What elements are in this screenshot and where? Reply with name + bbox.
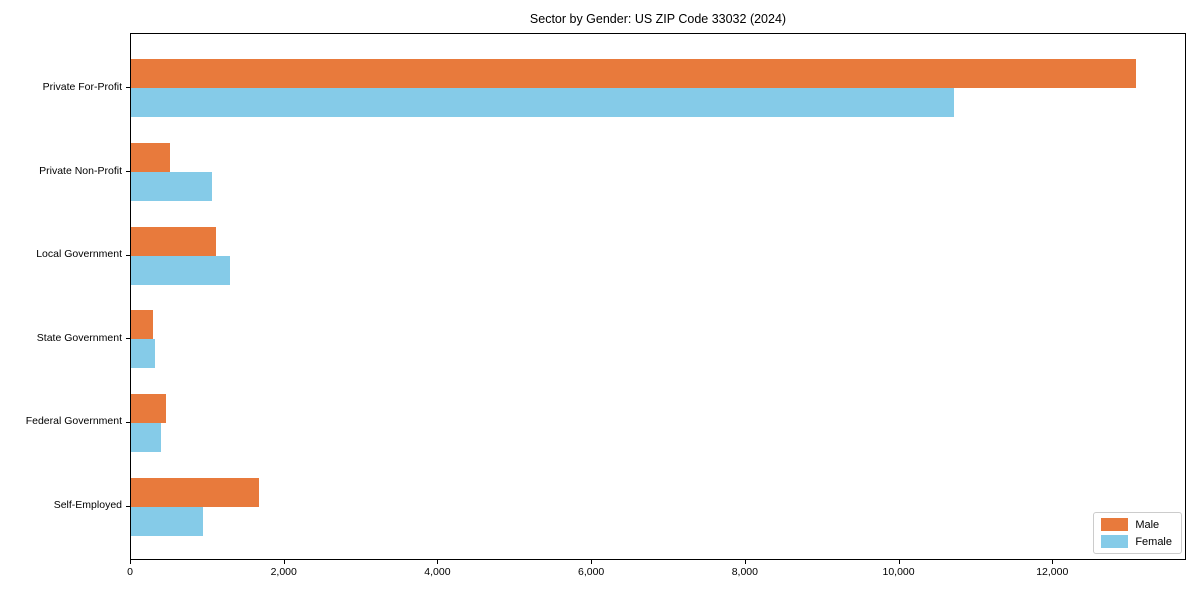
bar-female-1 — [131, 172, 213, 202]
bar-male-5 — [131, 477, 259, 507]
bar-male-2 — [131, 226, 216, 256]
legend: Male Female — [1093, 512, 1182, 554]
y-tick-label-2: Local Government — [36, 248, 122, 261]
x-tick-label-5: 10,000 — [882, 566, 915, 578]
y-tick-mark — [126, 254, 130, 256]
bar-male-1 — [131, 143, 171, 173]
x-tick-mark — [744, 560, 746, 564]
plot-area: Male Female — [130, 33, 1186, 560]
y-tick-label-0: Private For-Profit — [42, 80, 122, 93]
bar-female-3 — [131, 339, 156, 369]
bar-male-3 — [131, 310, 154, 340]
x-tick-mark — [437, 560, 439, 564]
chart-title: Sector by Gender: US ZIP Code 33032 (202… — [529, 12, 787, 26]
x-tick-label-2: 4,000 — [424, 566, 451, 578]
x-tick-mark — [130, 560, 131, 564]
x-tick-label-3: 6,000 — [577, 566, 605, 578]
legend-swatch-male — [1101, 518, 1129, 531]
legend-label: Male — [1135, 518, 1160, 531]
x-tick-label-0: 0 — [127, 566, 133, 578]
bar-male-0 — [131, 59, 1137, 89]
y-tick-label-1: Private Non-Profit — [39, 164, 122, 177]
x-tick-label-1: 2,000 — [270, 566, 297, 578]
y-tick-mark — [126, 338, 130, 340]
y-tick-label-3: State Government — [36, 331, 122, 344]
bar-male-4 — [131, 393, 166, 423]
bar-female-4 — [131, 422, 161, 452]
bar-female-0 — [131, 88, 955, 118]
x-tick-mark — [591, 560, 593, 564]
x-tick-label-6: 12,000 — [1036, 566, 1069, 578]
y-tick-mark — [126, 87, 130, 89]
y-tick-mark — [126, 505, 130, 507]
y-tick-label-4: Federal Government — [25, 415, 122, 428]
bar-female-2 — [131, 255, 231, 285]
y-tick-mark — [126, 171, 130, 173]
x-tick-mark — [283, 560, 285, 564]
bar-female-5 — [131, 506, 203, 536]
legend-label: Female — [1135, 535, 1172, 548]
x-tick-mark — [898, 560, 900, 564]
y-tick-mark — [126, 421, 130, 423]
legend-swatch-female — [1101, 535, 1129, 548]
legend-item-female: Female — [1101, 535, 1172, 548]
legend-item-male: Male — [1101, 518, 1172, 531]
x-tick-label-4: 8,000 — [731, 566, 758, 578]
x-tick-mark — [1052, 560, 1054, 564]
y-tick-label-5: Self-Employed — [53, 499, 122, 512]
